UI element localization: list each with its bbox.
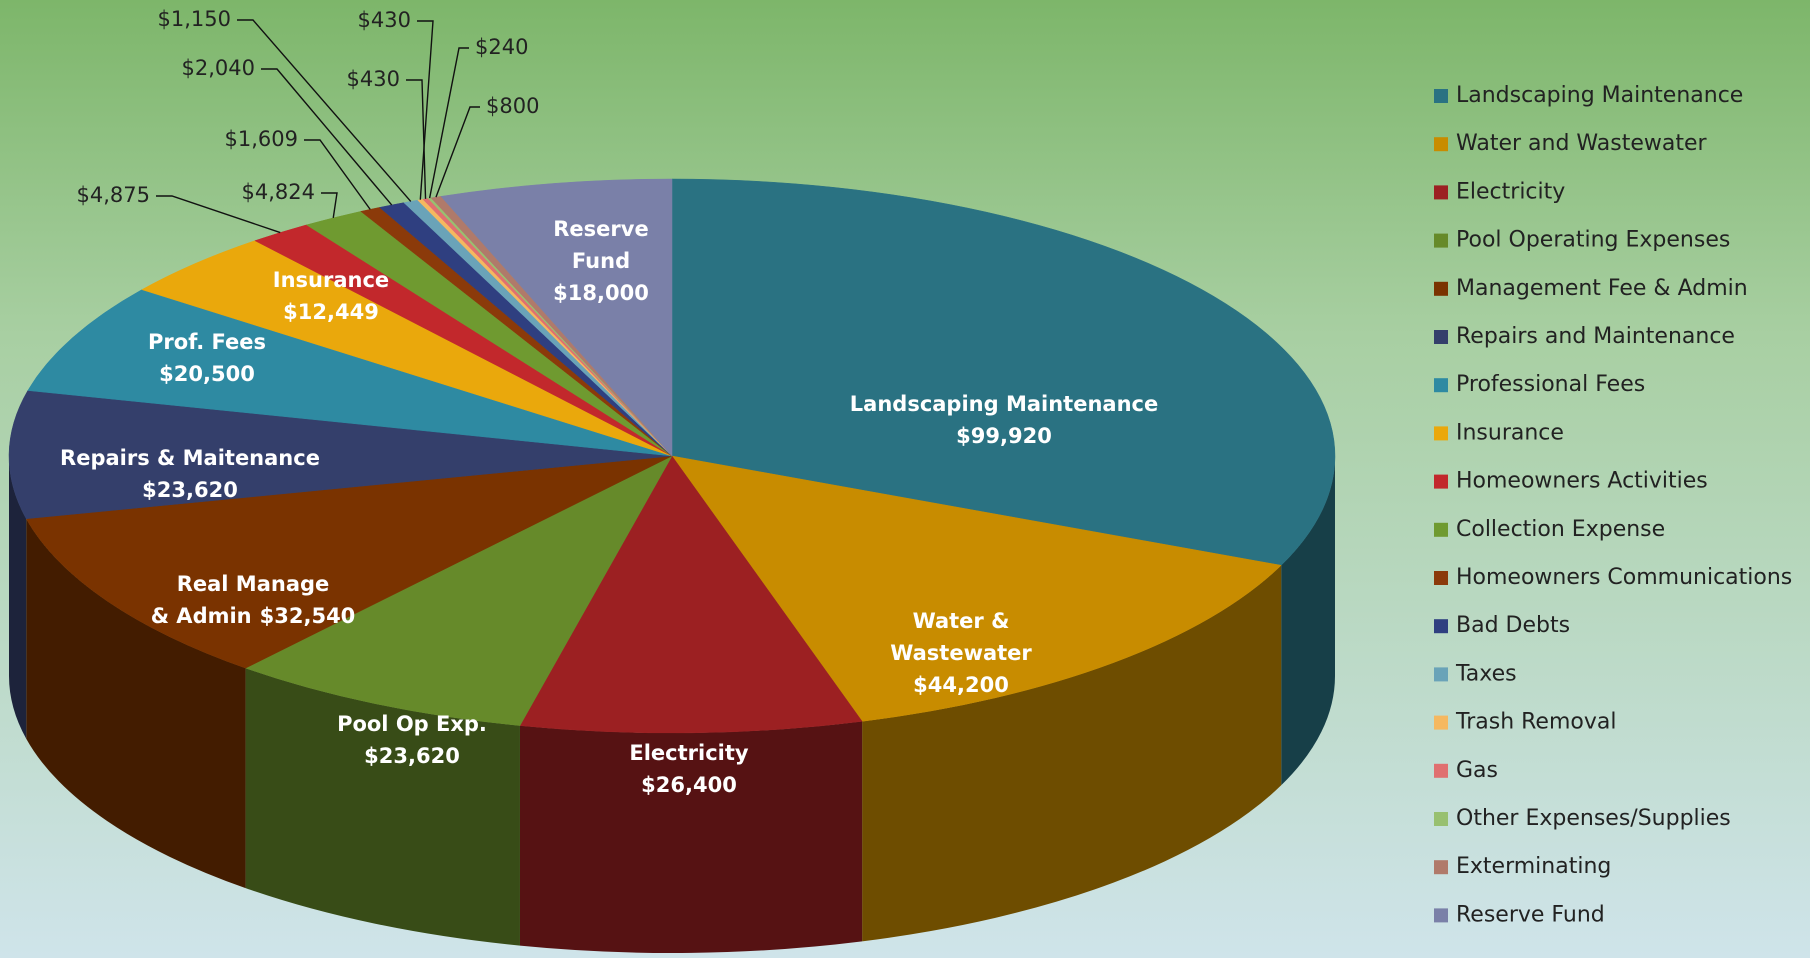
pie-slice [671,178,1336,566]
legend-swatch [1434,619,1448,634]
slice-label: Real Manage & Admin $32,540 [151,572,356,628]
legend-label: Landscaping Maintenance [1456,83,1743,108]
slice-value-label: $2,040 [182,56,255,80]
legend-label: Exterminating [1456,854,1611,879]
legend-label: Water and Wastewater [1456,131,1707,156]
pie-slice [519,455,863,734]
slice-value-label: $23,620 [364,744,460,768]
pie-slice-side [26,518,246,889]
slice-value-label: $4,824 [242,180,315,204]
slice-label-name: Pool Op Exp. [337,712,487,736]
slice-value-label: $800 [486,94,539,118]
pie-slice [27,289,673,457]
slice-value-label: $1,150 [158,7,231,31]
legend-label: Other Expenses/Supplies [1456,806,1731,831]
leader-line [304,139,371,210]
legend-swatch [1434,522,1448,537]
slice-label-name: Electricity [629,741,749,765]
slice-value-label: $20,500 [159,362,255,386]
slice-value-label: $430 [347,67,400,91]
pie-slice [8,390,673,520]
slice-value-label: $23,620 [142,478,238,502]
legend-swatch [1434,474,1448,489]
legend-swatch [1434,185,1448,200]
legend-swatch [1434,763,1448,778]
pie-slice [244,455,673,726]
pie-slice [25,455,673,669]
pie-slice-side [519,721,863,953]
slice-value-label: $26,400 [641,773,737,797]
legend-swatch [1434,812,1448,826]
legend-label: Professional Fees [1456,372,1645,397]
legend-label: Homeowners Communications [1456,565,1792,590]
slice-label-name: & Admin [151,604,252,628]
pie-slice-side [1281,456,1335,786]
legend-swatch [1434,715,1448,730]
legend-label: Collection Expense [1456,517,1665,542]
leader-line [261,68,393,206]
legend-label: Reserve Fund [1456,902,1605,927]
leader-line [321,192,338,218]
slice-label-name: Reserve [553,217,648,241]
leader-line [428,47,469,199]
slice-value-label: $32,540 [260,604,356,628]
slice-label: Water & Wastewater $44,200 [890,609,1032,697]
slice-label: Reserve Fund $18,000 [553,217,649,305]
legend-label: Management Fee & Admin [1456,276,1748,301]
slice-label: Landscaping Maintenance $99,920 [850,392,1158,448]
legend-swatch [1434,89,1448,103]
legend-swatch [1434,281,1448,296]
legend-label: Trash Removal [1455,710,1616,735]
legend-swatch [1434,378,1448,393]
legend-label: Repairs and Maintenance [1456,324,1735,349]
slice-label: Prof. Fees $20,500 [148,330,266,386]
pie-slice-side [862,565,1282,942]
legend-swatch [1434,860,1448,875]
pie-slice [671,455,1282,722]
slice-value-label: $18,000 [553,281,649,305]
slice-value-label: $99,920 [956,424,1052,448]
slice-value-label: $12,449 [283,300,379,324]
legend-label: Gas [1456,758,1498,783]
legend-swatch [1434,330,1448,344]
slice-label: Electricity $26,400 [629,741,749,797]
slice-label-name: Landscaping Maintenance [850,392,1158,416]
legend-swatch [1434,571,1448,585]
slice-label-name: Repairs & Maitenance [60,446,320,470]
slice-label-name: Insurance [273,268,389,292]
slice-label-name: Fund [572,249,630,273]
slice-value-label: $430 [358,8,411,32]
legend-swatch [1434,667,1448,682]
leader-line [237,19,412,202]
leader-line [406,79,427,199]
slice-value-label: $4,875 [77,183,150,207]
slice-label-name: Real Manage [177,572,330,596]
legend-label: Bad Debts [1456,613,1570,638]
slice-label-name: Water & [913,609,1010,633]
leader-line [435,106,480,198]
slice-label: Repairs & Maitenance $23,620 [60,446,320,502]
leader-line [156,195,281,234]
legend-swatch [1434,137,1448,152]
legend-label: Taxes [1455,661,1517,686]
slice-value-label: $1,609 [225,127,298,151]
slice-value-label: $44,200 [913,673,1009,697]
pie-slice [440,178,673,457]
legend-swatch [1434,908,1448,923]
legend-label: Homeowners Activities [1456,469,1708,494]
slice-label-name: Wastewater [890,641,1032,665]
leader-line [417,20,434,200]
legend-swatch [1434,233,1448,248]
pie-slice-side [8,456,27,739]
legend-label: Insurance [1456,420,1564,445]
slice-label-name: Prof. Fees [148,330,266,354]
slice-label: Pool Op Exp. $23,620 [337,712,487,768]
pie-slice-side [245,668,520,946]
slice-label: Insurance $12,449 [273,268,389,324]
legend-label: Pool Operating Expenses [1456,228,1730,253]
legend-label: Electricity [1456,179,1565,204]
legend-swatch [1434,426,1448,441]
slice-value-label: $240 [475,35,528,59]
